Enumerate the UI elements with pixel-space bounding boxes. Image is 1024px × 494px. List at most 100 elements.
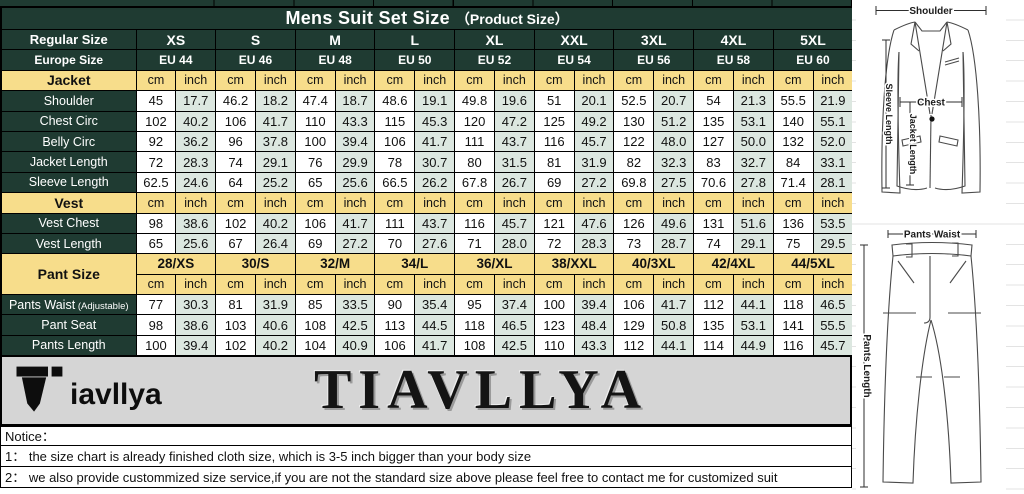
measure-inch-value: 26.7 — [493, 171, 535, 194]
pant-size-row: Pant Size 28/XS 30/S 32/M 34/L 36/XL 38/XXL 40/… — [0, 253, 854, 296]
brand-logo-text: iavllya — [70, 378, 162, 412]
measure-cm-value: 74 — [215, 151, 256, 173]
regular-size-row: Regular Size XS S M L XL XXL 3XL 4XL 5XL — [0, 28, 854, 51]
measure-cm-value: 106 — [374, 334, 416, 357]
measure-inch-value: 55.5 — [812, 314, 854, 336]
pant-size-value: 42/4XL — [693, 253, 774, 275]
measure-inch-value: 27.5 — [653, 171, 695, 194]
top-grid-strip-mask — [0, 0, 135, 6]
measure-inch-value: 45.7 — [812, 334, 854, 357]
measure-cm-value: 102 — [135, 110, 177, 132]
top-grid-strip — [0, 0, 852, 6]
measure-inch-value: 41.7 — [414, 334, 456, 357]
measure-cm-value: 48.6 — [374, 90, 416, 112]
measure-cm-value: 47.4 — [294, 90, 336, 112]
measure-inch-value: 26.4 — [254, 232, 296, 255]
jacket-length-label: Jacket Length — [908, 114, 918, 175]
measure-cm-value: 106 — [215, 110, 256, 132]
measure-inch-value: 41.7 — [254, 110, 296, 132]
table-title-main: Mens Suit Set Size — [285, 8, 450, 28]
measure-label: Pant Seat — [0, 314, 137, 336]
measure-cm-value: 110 — [294, 110, 336, 132]
unit-inch-label: inch — [334, 273, 376, 296]
measure-inch-value: 31.5 — [493, 151, 535, 173]
measure-inch-value: 25.6 — [175, 232, 217, 255]
section-header-row: Jacket cm inch cm inch cm inch cm inch cm inch cm in… — [0, 69, 854, 92]
unit-inch-label: inch — [334, 192, 376, 214]
regular-size-value: 3XL — [613, 28, 695, 51]
measure-label: Vest Chest — [0, 212, 137, 234]
unit-cm-label: cm — [613, 273, 655, 296]
measure-row: Sleeve Length 62.5 24.6 64 25.2 65 25.6 66.5 26.… — [0, 171, 854, 194]
measure-cm-value: 106 — [374, 130, 416, 153]
measure-cm-value: 102 — [215, 334, 256, 357]
brand-logo: iavllya — [12, 362, 162, 418]
unit-inch-label: inch — [414, 192, 456, 214]
measure-inch-value: 43.3 — [573, 334, 615, 357]
unit-cm-label: cm — [533, 273, 575, 296]
measure-inch-value: 40.9 — [334, 334, 376, 357]
measure-inch-value: 49.2 — [573, 110, 615, 132]
measure-cm-value: 114 — [693, 334, 734, 357]
measure-inch-value: 52.0 — [812, 130, 854, 153]
pant-size-value: 38/XXL — [533, 253, 615, 275]
measure-row: Chest Circ 102 40.2 106 41.7 110 43.3 115 45.3 12… — [0, 110, 854, 132]
measure-cm-value: 108 — [454, 334, 495, 357]
measure-cm-value: 122 — [613, 130, 655, 153]
measure-cm-value: 131 — [693, 212, 734, 234]
measure-inch-value: 33.1 — [812, 151, 854, 173]
measure-cm-value: 104 — [294, 334, 336, 357]
measure-cm-value: 136 — [772, 212, 814, 234]
measure-inch-value: 41.7 — [414, 130, 456, 153]
jacket-shoulder-label: Shoulder — [909, 6, 952, 17]
jacket-chest-label: Chest — [917, 98, 945, 109]
unit-cm-label: cm — [693, 69, 734, 92]
measure-inch-value: 28.3 — [175, 151, 217, 173]
measure-row: Vest Length 65 25.6 67 26.4 69 27.2 70 27.6 71 28.… — [0, 232, 854, 255]
measure-inch-value: 44.9 — [732, 334, 774, 357]
unit-inch-label: inch — [414, 273, 456, 296]
measure-inch-value: 43.7 — [493, 130, 535, 153]
measure-cm-value: 72 — [533, 232, 575, 255]
unit-cm-label: cm — [135, 192, 177, 214]
unit-cm-label: cm — [772, 69, 814, 92]
unit-cm-label: cm — [772, 192, 814, 214]
measure-inch-value: 39.4 — [334, 130, 376, 153]
unit-cm-label: cm — [613, 192, 655, 214]
measure-cm-value: 106 — [294, 212, 336, 234]
measure-cm-value: 52.5 — [613, 90, 655, 112]
europe-size-value: EU 44 — [135, 49, 217, 71]
regular-size-value: L — [374, 28, 456, 51]
title-row: Mens Suit Set Size （Product Size） — [0, 6, 854, 30]
regular-size-value: 4XL — [693, 28, 774, 51]
measure-inch-value: 42.5 — [334, 314, 376, 336]
measure-label: Vest Length — [0, 232, 137, 255]
regular-size-value: XL — [454, 28, 535, 51]
measure-cm-value: 66.5 — [374, 171, 416, 194]
measure-cm-value: 49.8 — [454, 90, 495, 112]
measure-inch-value: 32.3 — [653, 151, 695, 173]
notice-header: Notice： — [0, 425, 852, 446]
measure-cm-value: 62.5 — [135, 171, 177, 194]
europe-size-value: EU 58 — [693, 49, 774, 71]
measure-cm-value: 54 — [693, 90, 734, 112]
measure-inch-value: 40.2 — [254, 212, 296, 234]
section-header-row: Vest cm inch cm inch cm inch cm inch cm inch cm inch… — [0, 192, 854, 214]
unit-inch-label: inch — [334, 69, 376, 92]
unit-inch-label: inch — [254, 69, 296, 92]
notice-line-1: 1： the size chart is already finished cl… — [0, 445, 852, 467]
measure-cm-value: 69 — [533, 171, 575, 194]
pants-diagram-bg — [856, 225, 1006, 494]
measure-inch-value: 29.1 — [732, 232, 774, 255]
measure-inch-value: 28.1 — [812, 171, 854, 194]
measure-inch-value: 27.2 — [334, 232, 376, 255]
unit-inch-label: inch — [493, 69, 535, 92]
measure-inch-value: 44.1 — [653, 334, 695, 357]
pants-waist-label: Pants Waist — [904, 230, 961, 241]
unit-inch-label: inch — [254, 192, 296, 214]
measure-cm-value: 76 — [294, 151, 336, 173]
table-title-sub: （Product Size） — [455, 11, 569, 27]
measure-cm-value: 78 — [374, 151, 416, 173]
measure-inch-value: 31.9 — [573, 151, 615, 173]
measure-cm-value: 77 — [135, 294, 177, 316]
